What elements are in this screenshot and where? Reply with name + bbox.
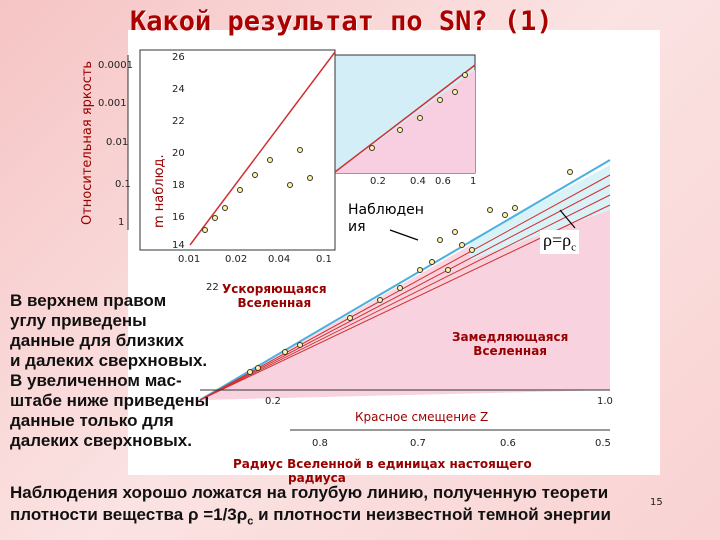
model-line [199, 174, 611, 401]
footer-text: Наблюдения хорошо ложатся на голубую лин… [10, 483, 609, 502]
title: Какой результат по SN? (1) [130, 6, 553, 37]
axis-label-line: Радиус Вселенной в единицах настоящего [233, 457, 532, 471]
fit-line [189, 51, 336, 246]
text-line: далеких сверхновых. [10, 431, 192, 450]
x-tick-label: 0.7 [410, 438, 426, 449]
annotation-line: Вселенная [237, 296, 312, 310]
text-line: углу приведены [10, 311, 147, 330]
arrow [559, 209, 576, 229]
x-tick-label: 0.2 [370, 176, 386, 187]
page-number: 15 [650, 497, 663, 508]
fit-line [334, 64, 476, 173]
y-tick-label: 22 [206, 282, 219, 293]
y-tick-label: 0.001 [98, 98, 127, 109]
x-axis-label: Красное смещение Z [355, 410, 489, 424]
annotation-line: Ускоряющаяся [222, 282, 327, 296]
annotation: Замедляющаяся Вселенная [452, 330, 568, 358]
text-part: плотности вещества ρ =1/3ρ [10, 505, 248, 524]
y-tick-label: 24 [172, 84, 185, 95]
text-line: штабе ниже приведены [10, 391, 210, 410]
axis-label-line: радиуса [288, 471, 346, 485]
body-text: В верхнем правом углу приведены данные д… [10, 291, 209, 451]
annotation-line: Вселенная [473, 344, 548, 358]
x-tick-label: 0.5 [595, 438, 611, 449]
annotation-line: Замедляющаяся [452, 330, 569, 344]
y-tick-label: 0.01 [106, 137, 128, 148]
y-tick-label: 14 [172, 240, 185, 251]
rho-sub: c [571, 241, 577, 254]
y-axis-label: Относительная яркость [80, 60, 95, 225]
text-line: данные только для [10, 411, 174, 430]
data-points [247, 169, 573, 375]
rho-main: ρ=ρ [543, 230, 572, 250]
x-tick-label: 0.01 [178, 254, 200, 265]
y-tick-label: 16 [172, 212, 185, 223]
arrow [389, 229, 419, 241]
y-axis-label: m наблюд. [152, 154, 167, 228]
x-tick-label: 0.2 [265, 396, 281, 407]
x-tick-label: 1.0 [597, 396, 613, 407]
theory-line [199, 159, 611, 401]
annotation-line: ия [348, 219, 366, 235]
text-sub: c [247, 515, 254, 528]
annotation: Наблюден ия [348, 202, 424, 236]
data-points [369, 72, 468, 151]
y-tick-label: 0.1 [115, 179, 131, 190]
text-part: и плотности неизвестной темной энергии [253, 505, 611, 524]
x-tick-label: 0.04 [268, 254, 290, 265]
x-tick-label: 0.6 [500, 438, 516, 449]
upper-plot-frame [139, 49, 336, 251]
x-tick-label: 0.1 [316, 254, 332, 265]
x-tick-label: 1 [470, 176, 476, 187]
text-line: В увеличенном мас- [10, 371, 182, 390]
annotation-line: Наблюден [348, 202, 424, 218]
data-points [202, 147, 313, 233]
region [470, 165, 610, 260]
footer-text: плотности вещества ρ =1/3ρc и плотности … [10, 505, 611, 531]
y-tick-label: 1 [118, 217, 124, 228]
model-line [199, 194, 611, 401]
y-tick-label: 20 [172, 148, 185, 159]
y-tick-label: 26 [172, 52, 185, 63]
model-line [199, 184, 611, 401]
x-tick-label: 0.6 [435, 176, 451, 187]
x-axis-label: Радиус Вселенной в единицах настоящего р… [233, 457, 532, 485]
rho-label: ρ=ρc [540, 230, 580, 254]
x-tick-label: 0.02 [225, 254, 247, 265]
text-line: В верхнем правом [10, 291, 167, 310]
x-tick-label: 0.8 [312, 438, 328, 449]
y-tick-label: 18 [172, 180, 185, 191]
y-tick-label: 0.0001 [98, 60, 133, 71]
text-line: и далеких сверхновых. [10, 351, 208, 370]
annotation: Ускоряющаяся Вселенная [222, 282, 327, 310]
text-line: данные для близких [10, 331, 184, 350]
y-tick-label: 22 [172, 116, 185, 127]
x-tick-label: 0.4 [410, 176, 426, 187]
